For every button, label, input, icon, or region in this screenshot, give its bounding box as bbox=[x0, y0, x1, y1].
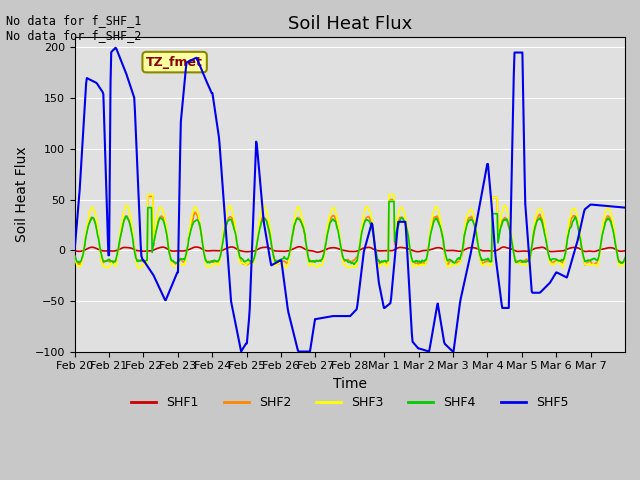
Text: No data for f_SHF_1
No data for f_SHF_2: No data for f_SHF_1 No data for f_SHF_2 bbox=[6, 14, 142, 42]
Title: Soil Heat Flux: Soil Heat Flux bbox=[288, 15, 412, 33]
Legend: SHF1, SHF2, SHF3, SHF4, SHF5: SHF1, SHF2, SHF3, SHF4, SHF5 bbox=[126, 391, 573, 414]
X-axis label: Time: Time bbox=[333, 377, 367, 391]
Y-axis label: Soil Heat Flux: Soil Heat Flux bbox=[15, 146, 29, 242]
Text: TZ_fmet: TZ_fmet bbox=[146, 56, 203, 69]
